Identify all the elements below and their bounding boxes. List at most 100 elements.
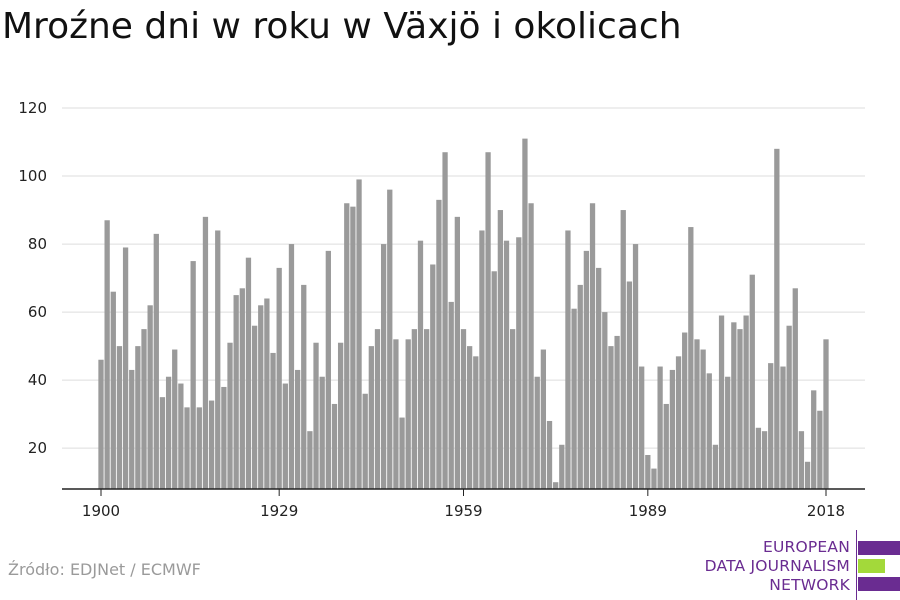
bar: [233, 295, 239, 489]
y-tick-label: 20: [28, 439, 47, 457]
bar: [675, 356, 682, 489]
logo-bar-middle: [858, 559, 885, 573]
y-tick-label: 120: [18, 99, 47, 117]
bar: [804, 461, 811, 489]
bar: [792, 288, 798, 489]
y-axis-tick-labels: 20 40 60 80 100 120: [18, 99, 47, 457]
bar: [596, 267, 602, 489]
logo-line-1: EUROPEAN: [762, 538, 850, 556]
bar: [694, 339, 700, 489]
bar: [184, 407, 190, 489]
y-tick-label: 40: [28, 371, 47, 389]
bar: [497, 210, 504, 489]
bar: [528, 203, 534, 489]
bar: [245, 257, 252, 489]
bar: [288, 244, 295, 489]
bar: [122, 247, 129, 489]
bar: [405, 339, 411, 489]
bar: [798, 431, 805, 489]
bar: [755, 427, 762, 489]
bar: [239, 288, 245, 489]
bar: [202, 216, 209, 489]
bar: [251, 325, 258, 489]
bar: [387, 189, 393, 489]
bar: [737, 329, 743, 489]
bar: [608, 346, 614, 489]
bar: [559, 444, 565, 489]
bar: [454, 216, 460, 489]
bar: [749, 274, 755, 489]
bar: [780, 366, 786, 489]
bar: [165, 376, 172, 489]
bar: [743, 315, 749, 489]
bar: [823, 339, 829, 489]
bar: [356, 179, 362, 489]
bar: [632, 244, 639, 489]
bar: [479, 230, 485, 489]
source-note: Źródło: EDJNet / ECMWF: [8, 560, 201, 579]
bar: [337, 342, 344, 489]
bar: [577, 284, 583, 489]
bar: [700, 349, 706, 489]
bar: [651, 468, 657, 489]
bar: [540, 349, 547, 489]
bar: [436, 199, 442, 490]
logo-divider: [856, 530, 857, 600]
bar: [325, 250, 331, 489]
bar: [301, 284, 307, 489]
bar: [368, 346, 374, 489]
bar: [374, 329, 381, 489]
bar: [153, 233, 159, 489]
bar: [98, 359, 104, 489]
bar: [227, 342, 233, 489]
bar: [258, 305, 264, 489]
bar: [657, 366, 663, 489]
bar: [399, 417, 405, 489]
bar: [467, 346, 473, 489]
bar: [516, 237, 522, 489]
logo-line-2: DATA JOURNALISM: [704, 557, 850, 575]
bar: [811, 390, 817, 489]
bar: [589, 203, 596, 489]
bar: [725, 376, 731, 489]
bar: [602, 312, 608, 489]
bar: [129, 369, 135, 489]
bar: [639, 366, 645, 489]
bar: [110, 291, 116, 489]
bar: [706, 373, 712, 489]
bar: [135, 346, 141, 489]
bar: [411, 329, 417, 489]
bar: [571, 308, 577, 489]
bar: [159, 397, 166, 489]
bar: [104, 220, 110, 490]
bar: [682, 332, 688, 489]
bar: [614, 335, 620, 489]
bar: [460, 329, 467, 489]
bar: [645, 454, 651, 489]
x-axis: 1900 1929 1959 1989 2018: [62, 488, 865, 520]
bar: [565, 230, 571, 489]
bar: [442, 152, 448, 490]
bar: [731, 322, 737, 489]
bar: [350, 206, 356, 489]
bars: [98, 138, 829, 490]
bar: [534, 376, 540, 489]
x-tick-label: 2018: [807, 502, 845, 520]
bar: [417, 240, 424, 489]
bar: [208, 400, 215, 489]
bar: [817, 410, 823, 489]
bar: [663, 403, 669, 489]
bar: [473, 356, 479, 489]
bar: [313, 342, 319, 489]
bar: [626, 281, 633, 489]
bar: [761, 431, 768, 489]
x-tick-label: 1900: [82, 502, 120, 520]
bar: [553, 482, 559, 489]
bar: [393, 339, 399, 489]
bar: [196, 407, 202, 489]
bar: [141, 329, 147, 489]
bar: [178, 383, 184, 489]
bar: [116, 346, 123, 489]
x-tick-label: 1959: [444, 502, 482, 520]
